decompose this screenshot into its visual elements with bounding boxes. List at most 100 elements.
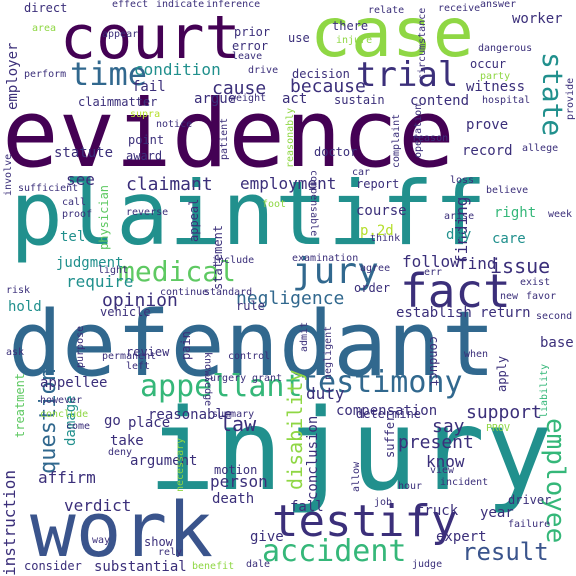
word-provide: provide xyxy=(565,77,576,120)
word-permanent: permanent xyxy=(102,351,157,362)
word-report: report xyxy=(356,177,400,191)
word-review: review xyxy=(126,345,170,359)
word-condition: condition xyxy=(134,60,221,79)
word-conclude: conclude xyxy=(40,409,89,420)
word-necessary: necessary xyxy=(175,437,186,492)
word-allow: allow xyxy=(351,461,362,492)
word-contend: contend xyxy=(410,93,470,109)
word-apply: apply xyxy=(495,355,509,392)
word-call: call xyxy=(62,197,87,208)
word-view: view xyxy=(430,465,455,476)
word-claimant: claimant xyxy=(126,174,213,195)
word-favor: favor xyxy=(526,291,557,302)
word-follow: follow xyxy=(402,252,460,271)
word-argument: argument xyxy=(130,453,198,469)
word-claim: claim xyxy=(78,95,115,109)
word-risk: risk xyxy=(6,285,31,296)
word-week: week xyxy=(548,209,573,220)
word-supra: supra xyxy=(130,109,161,120)
word-person: person xyxy=(210,472,268,491)
word-case: case xyxy=(310,0,474,73)
word-second: second xyxy=(536,311,573,322)
word-year: year xyxy=(480,505,514,521)
word-truck: truck xyxy=(416,503,459,519)
word-exist: exist xyxy=(520,277,551,288)
word-find: find xyxy=(458,254,497,273)
word-loss: loss xyxy=(450,175,475,186)
word-ask: ask xyxy=(6,347,25,358)
word-allege: allege xyxy=(522,143,559,154)
word-award: award xyxy=(126,149,163,163)
word-decision: decision xyxy=(292,67,350,81)
word-tell: tell xyxy=(60,229,94,245)
word-proof: proof xyxy=(62,209,93,220)
word-judge: judge xyxy=(412,559,443,570)
word-require: require xyxy=(66,272,134,291)
word-admit: admit xyxy=(299,321,310,352)
word-hospital: hospital xyxy=(482,95,531,106)
word-appear: appear xyxy=(102,29,139,40)
word-believe: believe xyxy=(486,185,529,196)
word-matter: matter xyxy=(114,95,158,109)
word-trial: trial xyxy=(356,55,459,95)
word-consider: consider xyxy=(24,559,82,573)
word-evidence: evidence xyxy=(2,80,455,189)
word-disability: disability xyxy=(283,369,307,490)
word-knowledge: knowledge xyxy=(202,352,213,407)
word-indicate: indicate xyxy=(156,0,205,10)
word-benefit: benefit xyxy=(192,561,235,572)
word-instruction: instruction xyxy=(0,470,19,576)
word-direct: direct xyxy=(24,1,68,15)
word-argue: argue xyxy=(194,91,237,107)
word-arise: arise xyxy=(444,211,475,222)
word-reasonable: reasonable xyxy=(148,407,233,423)
word-return: return xyxy=(480,305,531,321)
word-doctor: doctor xyxy=(314,145,358,159)
word-fact: fact xyxy=(400,264,511,318)
word-liability: liability xyxy=(539,363,550,418)
word-err: err xyxy=(424,267,443,278)
word-defendant: defendant xyxy=(8,292,496,397)
word-testimony: testimony xyxy=(300,365,463,400)
word-include: include xyxy=(212,255,255,266)
word-area: area xyxy=(32,23,57,34)
word-determine: determine xyxy=(356,407,422,421)
word-deny: deny xyxy=(108,447,133,458)
word-when: when xyxy=(464,349,489,360)
word-dale: dale xyxy=(246,559,271,570)
word-plaintiff: plaintiff xyxy=(10,162,487,265)
word-car: car xyxy=(352,167,371,178)
word-cause: cause xyxy=(212,78,267,99)
word-receive: receive xyxy=(438,3,481,14)
word-think: think xyxy=(370,233,401,244)
word-hour: hour xyxy=(398,481,423,492)
word-sustain: sustain xyxy=(334,93,385,107)
word-dangerous: dangerous xyxy=(478,43,533,54)
word-day: day xyxy=(446,227,472,243)
word-rely: rely xyxy=(158,547,183,558)
word-hold: hold xyxy=(8,299,42,315)
word-medical: medical xyxy=(118,255,237,288)
word-say: say xyxy=(432,416,465,437)
word-know: know xyxy=(426,452,465,471)
word-affirm: affirm xyxy=(38,468,96,487)
word-light: light xyxy=(98,265,129,276)
word-circumstance: circumstance xyxy=(417,7,428,80)
word-operation: operation xyxy=(413,103,424,158)
word-course: course xyxy=(356,203,407,219)
word-compensation: compensation xyxy=(336,403,438,419)
word-standard: standard xyxy=(204,287,253,298)
word-way: way xyxy=(92,535,111,546)
word-negligent: negligent xyxy=(323,325,334,380)
word-law: law xyxy=(220,412,257,436)
word-motion: motion xyxy=(214,463,258,477)
word-see: see xyxy=(66,170,95,189)
word-worker: worker xyxy=(512,11,563,27)
word-vehicle: vehicle xyxy=(100,305,151,319)
word-control: control xyxy=(228,351,271,362)
word-go: go xyxy=(104,413,121,429)
word-involve: involve xyxy=(3,153,14,196)
word-establish: establish xyxy=(396,305,472,321)
word-leave: leave xyxy=(232,51,263,62)
